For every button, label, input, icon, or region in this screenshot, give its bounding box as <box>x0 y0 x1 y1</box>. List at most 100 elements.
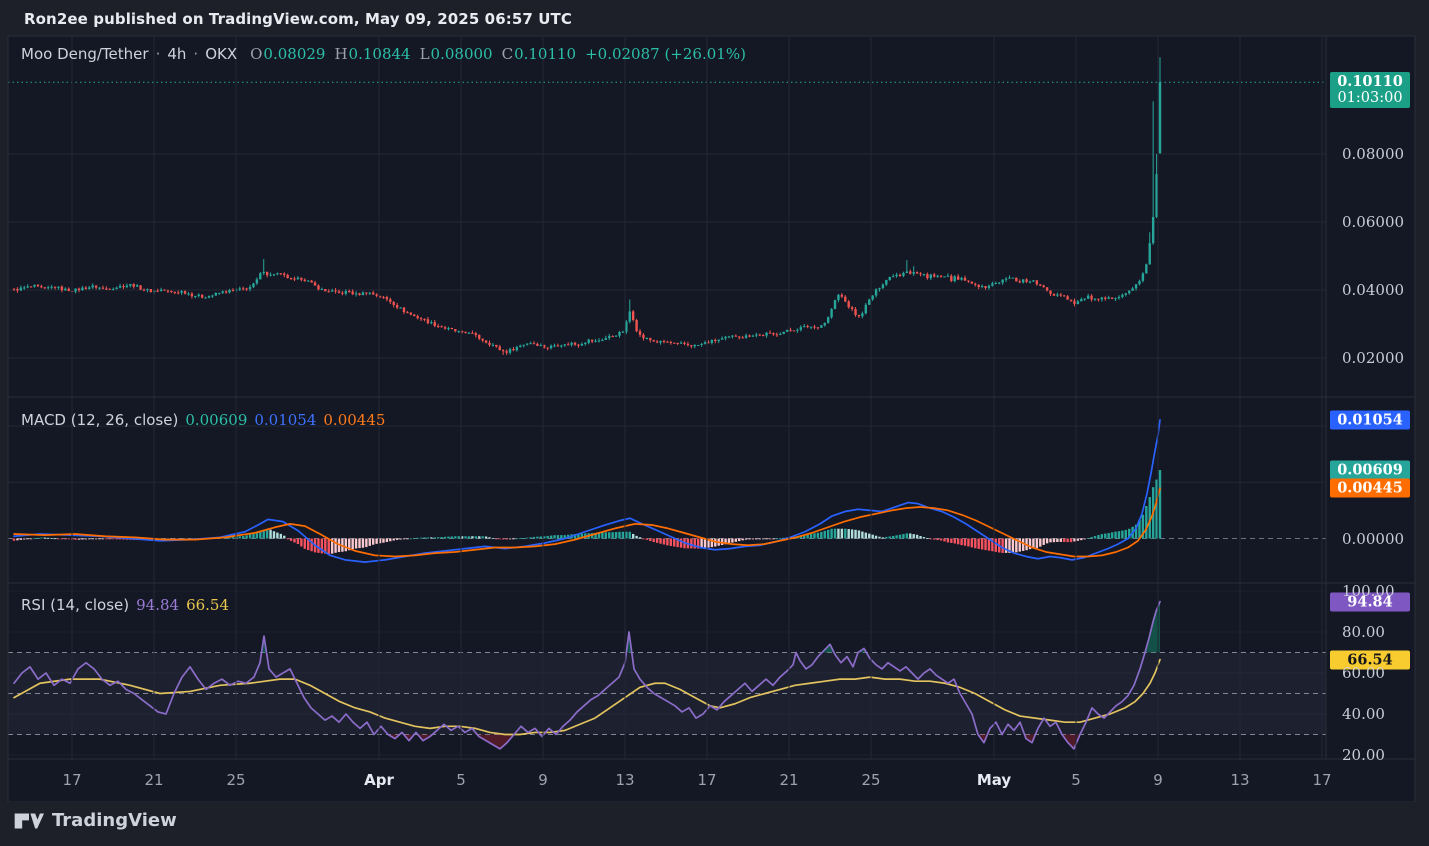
price-pane[interactable] <box>8 57 1326 358</box>
candle-body <box>232 290 234 291</box>
candle-body <box>714 340 716 341</box>
tradingview-logo-link[interactable]: TradingView <box>14 810 177 831</box>
candle-body <box>752 336 754 337</box>
candle-body <box>50 287 52 288</box>
candle-body <box>755 335 757 336</box>
candle-body <box>762 335 764 336</box>
macd-histogram-bar <box>1039 539 1041 547</box>
candle-body <box>1053 294 1055 296</box>
candle-body <box>659 341 661 343</box>
candle-body <box>1138 281 1140 284</box>
candle-body <box>1032 280 1034 281</box>
candle-body <box>889 277 891 280</box>
candle-body <box>88 287 90 288</box>
candle-body <box>505 351 507 353</box>
macd-histogram-bar <box>899 535 901 539</box>
candle-body <box>608 336 610 338</box>
candle-body <box>683 343 685 344</box>
time-axis-label: 13 <box>1230 771 1249 789</box>
macd-histogram-bar <box>916 535 918 539</box>
macd-histogram-bar <box>680 539 682 548</box>
low-label: L <box>420 45 430 63</box>
candle-body <box>499 346 501 350</box>
macd-histogram-bar <box>1125 530 1127 539</box>
macd-histogram-bar <box>317 539 319 553</box>
candle-body <box>827 317 829 323</box>
macd-histogram-bar <box>1060 539 1062 542</box>
candle-body <box>516 347 518 350</box>
candle-body <box>225 291 227 292</box>
candle-body <box>991 283 993 285</box>
macd-histogram-bar <box>779 538 781 539</box>
candle-body <box>102 288 104 289</box>
candle-body <box>328 291 330 292</box>
macd-histogram-bar <box>1155 480 1157 539</box>
candle-body <box>180 291 182 293</box>
macd-histogram-bar <box>871 535 873 539</box>
macd-histogram-bar <box>618 532 620 539</box>
macd-histogram-bar <box>242 536 244 538</box>
candle-body <box>974 284 976 285</box>
macd-histogram-bar <box>1118 531 1120 538</box>
macd-histogram-bar <box>351 539 353 550</box>
candle-body <box>33 285 35 287</box>
candle-body <box>865 305 867 314</box>
macd-histogram-bar <box>290 539 292 541</box>
rsi-pane[interactable] <box>8 591 1326 755</box>
candle-body <box>95 285 97 287</box>
macd-histogram-bar <box>26 539 28 540</box>
macd-histogram-bar <box>91 539 93 540</box>
macd-histogram-bar <box>447 537 449 539</box>
macd-pane[interactable] <box>8 420 1326 562</box>
time-axis[interactable] <box>8 759 1326 802</box>
macd-histogram-bar <box>954 539 956 544</box>
macd-histogram-bar <box>416 538 418 539</box>
candle-body <box>1145 264 1147 273</box>
macd-histogram-bar <box>440 537 442 538</box>
macd-histogram-bar <box>488 537 490 538</box>
macd-histogram-bar <box>481 536 483 538</box>
candle-body <box>348 291 350 292</box>
candle-body <box>820 325 822 328</box>
macd-histogram-bar <box>995 539 997 552</box>
macd-histogram-bar <box>882 537 884 538</box>
macd-histogram-bar <box>550 536 552 539</box>
candle-body <box>54 287 56 288</box>
macd-histogram-bar <box>81 539 83 540</box>
candle-body <box>533 343 535 344</box>
candle-body <box>269 275 271 276</box>
candle-body <box>977 285 979 287</box>
candle-body <box>252 283 254 287</box>
candle-body <box>64 289 66 290</box>
macd-histogram-bar <box>403 539 405 540</box>
macd-histogram-bar <box>755 539 757 540</box>
macd-histogram-bar <box>393 539 395 541</box>
candle-body <box>735 336 737 337</box>
rsi-ma-value: 66.54 <box>186 596 229 614</box>
candle-body <box>1094 299 1096 300</box>
macd-histogram-bar <box>622 532 624 539</box>
price-axis-label: 0.06000 <box>1342 213 1418 231</box>
candle-body <box>598 341 600 342</box>
time-axis-label: 25 <box>226 771 245 789</box>
candle-body <box>109 289 111 290</box>
candle-body <box>789 330 791 331</box>
candle-body <box>519 346 521 347</box>
macd-histogram-bar <box>741 539 743 541</box>
macd-histogram-bar <box>615 532 617 538</box>
macd-histogram-bar <box>499 539 501 540</box>
candle-body <box>861 313 863 316</box>
candle-body <box>413 315 415 316</box>
macd-histogram-bar <box>635 536 637 539</box>
candle-body <box>745 335 747 337</box>
candle-body <box>1012 278 1014 279</box>
candle-body <box>854 309 856 315</box>
candle-body <box>1111 297 1113 298</box>
candle-body <box>622 332 624 333</box>
candle-body <box>673 343 675 344</box>
candle-body <box>536 344 538 346</box>
macd-histogram-bar <box>369 539 371 546</box>
macd-histogram-bar <box>283 536 285 539</box>
candle-body <box>16 289 18 290</box>
candle-body <box>892 276 894 277</box>
